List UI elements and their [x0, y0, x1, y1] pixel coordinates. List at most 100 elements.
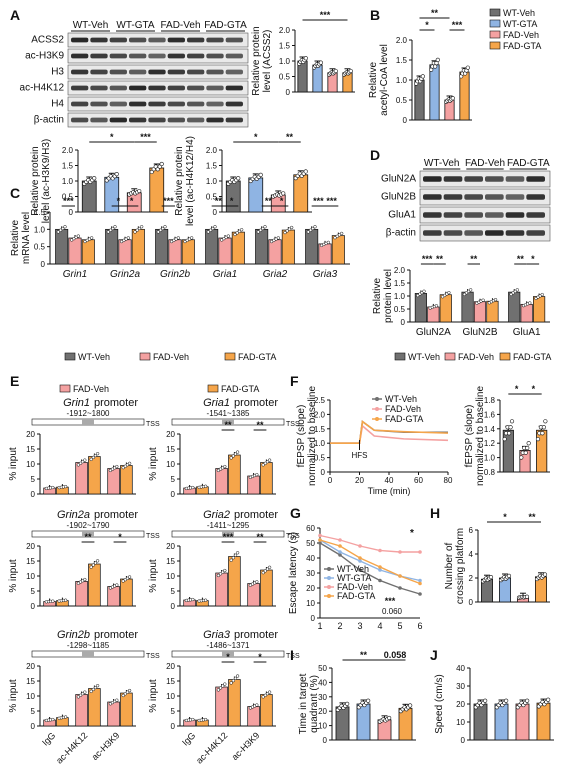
blot-band — [187, 85, 205, 91]
bar — [536, 429, 548, 473]
data-point — [127, 461, 132, 466]
sig-label: ** — [360, 650, 368, 660]
data-point — [366, 698, 371, 703]
y-tick-label: 30 — [318, 693, 327, 702]
x-tick-label: ac-H3K9 — [230, 730, 262, 762]
data-point — [203, 598, 208, 602]
y-tick-label: 0 — [171, 602, 176, 611]
data-point — [261, 226, 265, 231]
bar — [508, 291, 521, 323]
data-point — [258, 172, 263, 177]
tss-label: TSS — [286, 533, 300, 540]
promoter-region-mark — [222, 419, 234, 425]
x-tick-label: 5 — [397, 621, 402, 631]
y-tick-label: 0.5 — [396, 96, 408, 105]
data-point — [126, 236, 130, 240]
data-point — [216, 688, 221, 692]
bar — [439, 294, 452, 323]
y-tick-label: 1.8 — [484, 396, 496, 405]
data-point — [231, 454, 235, 458]
y-tick-label: 10 — [456, 718, 465, 727]
data-point — [76, 463, 81, 467]
sig-label: *** — [326, 196, 337, 206]
bar — [255, 228, 269, 265]
y-tick-label: 0 — [286, 88, 291, 97]
y-tick-label: 10 — [318, 722, 327, 731]
promoter-gene: Gria3 — [203, 629, 231, 641]
legend-swatch — [64, 352, 76, 361]
blot-band — [225, 117, 243, 123]
y-tick-label: 0 — [401, 318, 406, 327]
blot-band — [526, 194, 545, 200]
y-axis-label: Number of — [444, 542, 455, 589]
data-point — [515, 288, 519, 292]
legend-swatch — [139, 352, 151, 361]
blot-band — [206, 69, 224, 75]
blot-band — [225, 85, 243, 91]
legend-label: FAD-Veh — [385, 404, 421, 414]
data-point — [263, 461, 267, 465]
series-line — [330, 424, 449, 445]
sig-label: * — [532, 384, 536, 394]
promoter-region-mark — [222, 531, 234, 537]
y-tick-label: 20 — [166, 542, 175, 551]
blot-band — [187, 101, 205, 107]
blot-band — [167, 85, 185, 91]
legend-swatch — [499, 352, 511, 361]
legend-marker — [327, 594, 331, 598]
x-tick-label: Grin2b — [160, 269, 190, 280]
data-point — [135, 228, 139, 232]
blot-band — [485, 176, 504, 182]
data-point — [233, 676, 238, 680]
tss-label: TSS — [286, 653, 300, 660]
blot-band — [109, 69, 127, 75]
data-point — [523, 450, 528, 455]
data-point — [318, 533, 322, 538]
data-point — [313, 225, 317, 229]
x-tick-label: Grin1 — [63, 269, 87, 280]
bar — [515, 703, 530, 741]
data-point — [326, 240, 330, 245]
legend-swatch — [394, 352, 406, 361]
blot-band — [225, 37, 243, 43]
y-tick-label: 1.0 — [396, 76, 408, 85]
promoter-label: promoter — [234, 397, 278, 409]
data-point — [89, 565, 93, 569]
data-point — [267, 458, 272, 462]
data-point — [408, 703, 413, 708]
blot-band — [148, 69, 166, 75]
data-point — [137, 188, 142, 194]
sig-label: *** — [223, 532, 234, 542]
promoter-gene: Grin2a — [57, 509, 90, 521]
legend-swatch — [224, 352, 236, 361]
blot-band — [464, 212, 483, 218]
sig-label: * — [130, 196, 134, 206]
y-tick-label: 2.0 — [62, 146, 74, 155]
data-point — [231, 556, 235, 560]
blot-band — [505, 194, 525, 200]
y-tick-label: 10 — [26, 460, 35, 469]
data-point — [176, 236, 180, 240]
y-axis-label: % input — [8, 447, 19, 481]
data-point — [125, 690, 130, 694]
data-point — [89, 457, 93, 461]
data-point — [502, 437, 507, 442]
data-point — [213, 225, 217, 229]
data-point — [51, 717, 55, 722]
data-point — [216, 573, 221, 578]
panel-letter: E — [10, 373, 19, 389]
blot-row-label: GluN2A — [381, 174, 416, 185]
bar — [502, 429, 514, 473]
blot-band — [90, 37, 108, 43]
x-tick-label: IgG — [40, 730, 57, 747]
data-point — [387, 715, 392, 721]
x-tick-label: ac-H4K12 — [54, 730, 89, 765]
y-axis-label: Relative protein — [174, 146, 185, 215]
data-point — [115, 464, 119, 469]
y-tick-label: 0 — [213, 208, 218, 217]
data-point — [231, 679, 235, 683]
promoter-region-mark — [82, 651, 94, 657]
promoter-region: -1411~1295 — [207, 521, 250, 530]
y-tick-label: 20 — [306, 584, 315, 593]
x-tick-label: GluN2A — [416, 327, 451, 338]
